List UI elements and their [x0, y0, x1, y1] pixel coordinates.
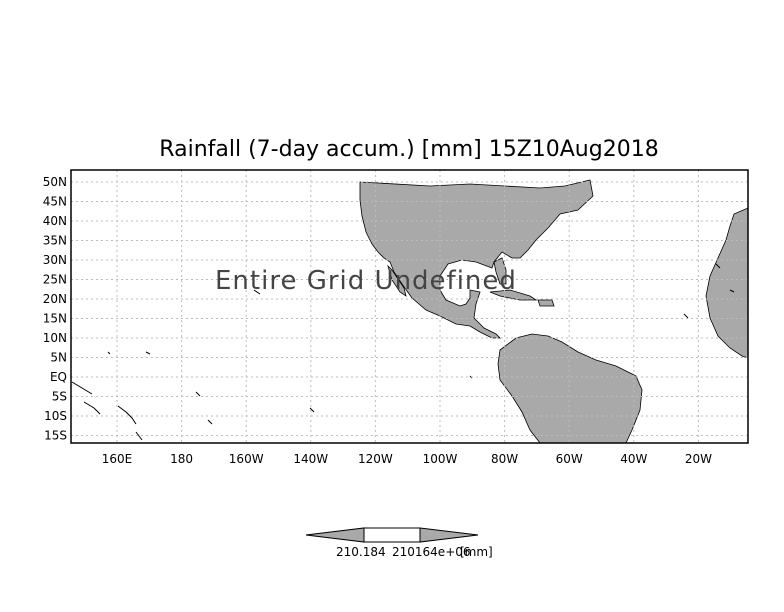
cuba-island [489, 289, 538, 301]
lat-tick-label: 45N [43, 195, 67, 209]
lat-tick-label: EQ [50, 370, 67, 384]
lat-tick-label: 30N [43, 253, 67, 267]
lon-tick-label: 100W [423, 452, 458, 466]
hispaniola-island [537, 299, 555, 307]
map-grid [71, 170, 748, 443]
latitude-labels: 50N 45N 40N 35N 30N 25N 20N 15N 10N 5N EQ 5S 10S 15S [43, 175, 67, 443]
map-title: Rainfall (7-day accum.) [mm] 15Z10Aug201… [159, 137, 658, 162]
africa-landmass [705, 207, 749, 359]
lon-tick-label: 120W [358, 452, 393, 466]
lat-tick-label: 10N [43, 331, 67, 345]
lat-tick-label: 5S [52, 390, 67, 404]
lon-tick-label: 60W [556, 452, 583, 466]
lon-tick-label: 180 [170, 452, 193, 466]
colorbar-right-arrow [419, 527, 479, 543]
lon-tick-label: 160E [102, 452, 133, 466]
colorbar: 210.184 210164e+06 [mm] [305, 527, 493, 559]
lon-tick-label: 80W [491, 452, 518, 466]
lat-tick-label: 50N [43, 175, 67, 189]
longitude-labels: 160E 180 160W 140W 120W 100W 80W 60W 40W 20W [102, 452, 712, 466]
map-frame [70, 169, 749, 444]
lon-tick-label: 40W [620, 452, 647, 466]
lat-tick-label: 35N [43, 234, 67, 248]
lat-tick-label: 15N [43, 312, 67, 326]
pacific-islands [71, 263, 735, 441]
florida-peninsula [493, 257, 507, 285]
lon-tick-label: 140W [293, 452, 328, 466]
colorbar-units: [mm] [460, 545, 493, 559]
lat-tick-label: 5N [50, 351, 67, 365]
colorbar-box [363, 527, 421, 543]
colorbar-max-label: 210164e+06 [392, 545, 471, 559]
lat-tick-label: 15S [44, 429, 67, 443]
lon-tick-label: 160W [229, 452, 264, 466]
lat-tick-label: 40N [43, 214, 67, 228]
undefined-grid-message: Entire Grid Undefined [215, 266, 517, 296]
lat-tick-label: 10S [44, 409, 67, 423]
lat-tick-label: 25N [43, 273, 67, 287]
colorbar-left-arrow [305, 527, 365, 543]
lat-tick-label: 20N [43, 292, 67, 306]
lon-tick-label: 20W [685, 452, 712, 466]
colorbar-min-label: 210.184 [336, 545, 386, 559]
north-america-landmass [359, 179, 594, 339]
